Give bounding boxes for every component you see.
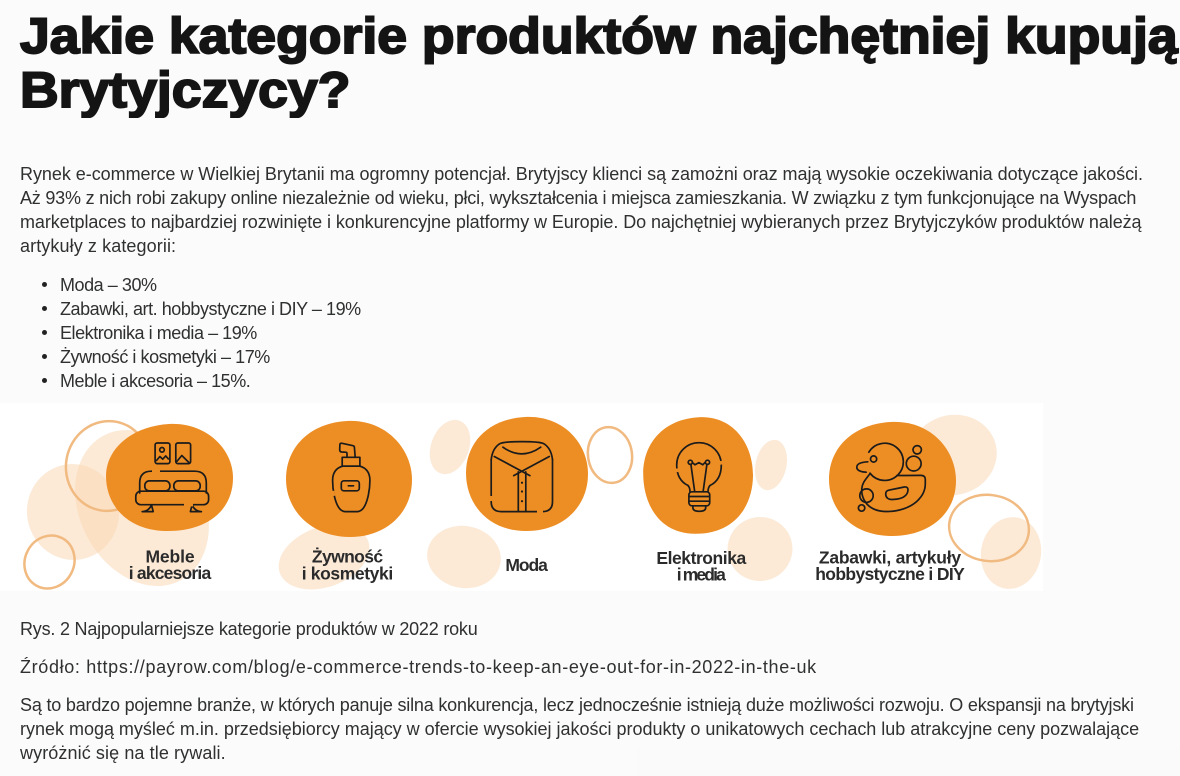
svg-text:Zabawki, artykuły: Zabawki, artykuły [819, 548, 962, 568]
svg-text:i kosmetyki: i kosmetyki [302, 564, 394, 584]
svg-text:Moda: Moda [505, 555, 548, 575]
svg-text:Elektronika: Elektronika [656, 548, 746, 568]
svg-text:hobbystyczne i DIY: hobbystyczne i DIY [815, 564, 965, 584]
svg-text:i media: i media [677, 565, 726, 585]
svg-text:Meble: Meble [145, 547, 194, 567]
svg-text:Żywność: Żywność [312, 547, 383, 567]
svg-text:i akcesoria: i akcesoria [129, 563, 212, 583]
